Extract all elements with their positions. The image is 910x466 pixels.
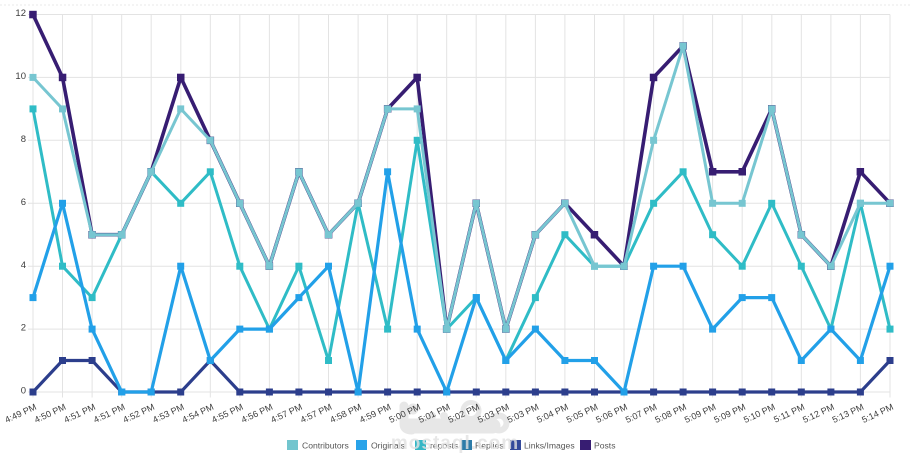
- svg-text:Contributors: Contributors: [302, 440, 349, 450]
- svg-text:2: 2: [21, 323, 26, 334]
- svg-text:Posts: Posts: [594, 440, 616, 450]
- svg-text:8: 8: [21, 134, 26, 145]
- svg-text:mostaql.com: mostaql.com: [391, 433, 519, 454]
- svg-text:reposts: reposts: [430, 440, 458, 450]
- svg-text:Links/Images: Links/Images: [524, 440, 575, 450]
- svg-text:10: 10: [15, 71, 26, 82]
- svg-text:4: 4: [21, 260, 26, 271]
- svg-text:Replies: Replies: [475, 440, 504, 450]
- svg-text:Originals: Originals: [371, 440, 405, 450]
- svg-text:0: 0: [21, 386, 26, 397]
- svg-text:6: 6: [21, 197, 26, 208]
- svg-text:12: 12: [15, 8, 26, 19]
